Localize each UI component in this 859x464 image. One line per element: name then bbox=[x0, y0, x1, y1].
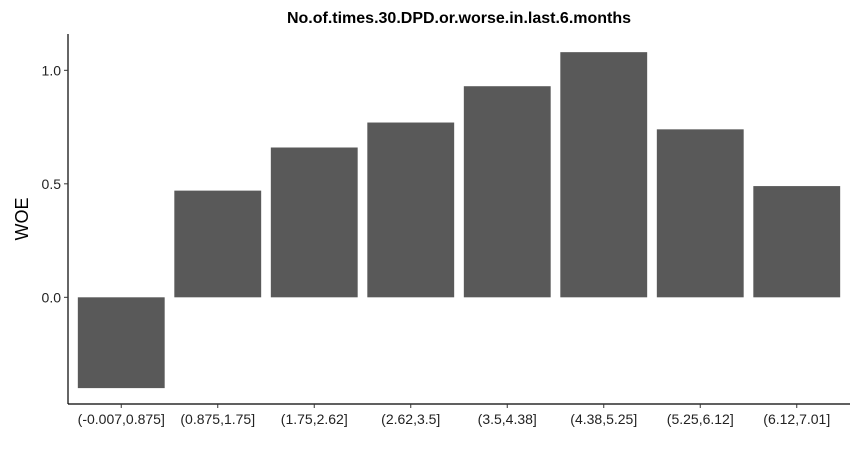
x-tick-label-7: (6.12,7.01] bbox=[763, 411, 830, 427]
bar-4 bbox=[463, 86, 551, 298]
x-tick-label-2: (1.75,2.62] bbox=[281, 411, 348, 427]
bar-0 bbox=[77, 297, 165, 389]
y-axis-label: WOE bbox=[12, 198, 32, 241]
x-tick-label-5: (4.38,5.25] bbox=[570, 411, 637, 427]
y-tick-label-1: 0.5 bbox=[42, 176, 62, 192]
x-tick-label-0: (-0.007,0.875] bbox=[78, 411, 165, 427]
x-tick-label-3: (2.62,3.5] bbox=[381, 411, 440, 427]
y-axis: 0.0 0.5 1.0 bbox=[42, 34, 69, 404]
y-tick-label-0: 0.0 bbox=[42, 289, 62, 305]
x-tick-label-1: (0.875,1.75] bbox=[180, 411, 255, 427]
x-tick-label-4: (3.5,4.38] bbox=[478, 411, 537, 427]
y-tick-label-2: 1.0 bbox=[42, 62, 62, 78]
bar-7 bbox=[753, 186, 841, 298]
bar-3 bbox=[367, 122, 455, 298]
bar-2 bbox=[270, 147, 358, 298]
x-axis: (-0.007,0.875] (0.875,1.75] (1.75,2.62] (2.… bbox=[68, 403, 850, 427]
bar-5 bbox=[560, 52, 648, 298]
bar-1 bbox=[174, 190, 262, 298]
bar-6 bbox=[656, 129, 744, 298]
bars-group bbox=[77, 52, 841, 389]
chart-title: No.of.times.30.DPD.or.worse.in.last.6.mo… bbox=[287, 10, 631, 27]
x-tick-label-6: (5.25,6.12] bbox=[667, 411, 734, 427]
